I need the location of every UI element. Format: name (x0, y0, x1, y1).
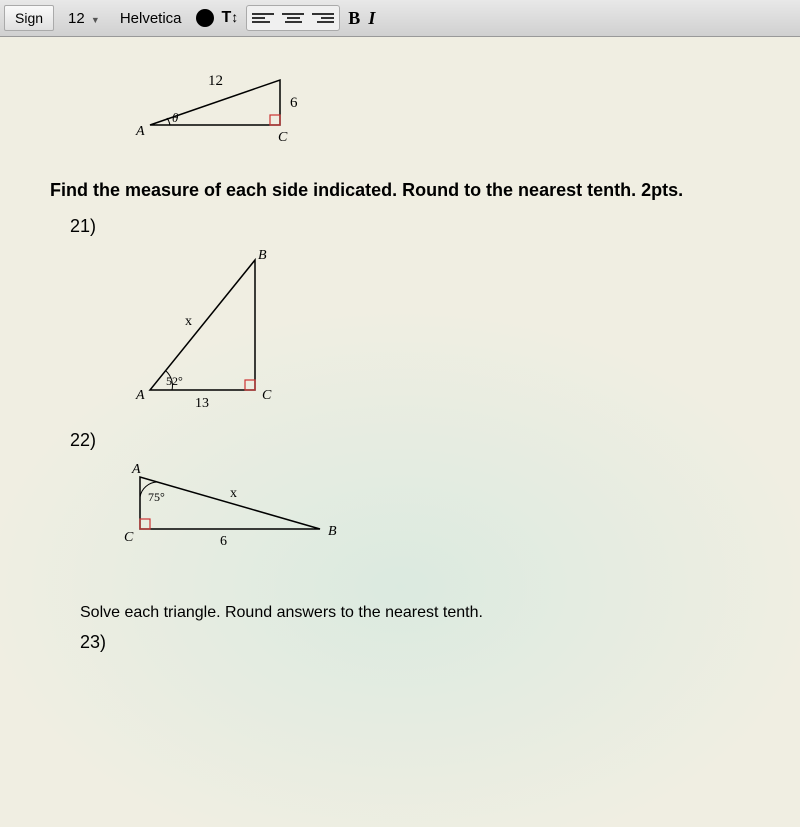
label-opp: 6 (290, 95, 298, 111)
label-C22: C (124, 530, 134, 545)
text-color-picker[interactable] (196, 9, 214, 27)
solve-instruction: Solve each triangle. Round answers to th… (80, 604, 750, 622)
diagram-top: 12 6 θ A C (130, 55, 750, 150)
sign-button[interactable]: Sign (4, 5, 54, 31)
bold-button[interactable]: B (348, 8, 360, 29)
label-hyp: 12 (208, 73, 223, 89)
label-A22: A (131, 462, 141, 477)
label-base21: 13 (195, 396, 209, 411)
formatting-toolbar: Sign 12 ▼ Helvetica T↕ B I (0, 0, 800, 37)
triangle-top: 12 6 θ A C (130, 55, 330, 145)
label-C21: C (262, 388, 272, 403)
fontsize-value: 12 (68, 10, 85, 27)
label-theta: θ (172, 110, 179, 125)
text-size-button[interactable]: T↕ (222, 9, 239, 27)
label-B22: B (328, 524, 337, 539)
label-A: A (135, 124, 145, 139)
worksheet-page: 12 6 θ A C Find the measure of each side… (0, 37, 800, 827)
question-22-number: 22) (70, 430, 750, 451)
label-x21: x (185, 314, 192, 329)
italic-button[interactable]: I (368, 8, 375, 29)
diagram-21: B x 52° A 13 C (130, 245, 750, 420)
triangle-21: B x 52° A 13 C (130, 245, 330, 415)
updown-arrows-icon: ↕ (231, 9, 238, 25)
question-23-number: 23) (80, 632, 750, 653)
label-base22: 6 (220, 534, 227, 549)
align-center-button[interactable] (279, 8, 307, 28)
chevron-down-icon: ▼ (91, 15, 100, 25)
label-A21: A (135, 388, 145, 403)
label-B21: B (258, 248, 267, 263)
question-21-number: 21) (70, 216, 750, 237)
diagram-22: A 75° x C 6 B (110, 459, 750, 564)
triangle-22: A 75° x C 6 B (110, 459, 370, 559)
text-size-label: T (222, 9, 232, 26)
label-angle22: 75° (148, 490, 165, 504)
instruction-text: Find the measure of each side indicated.… (50, 180, 750, 201)
fontname-dropdown[interactable]: Helvetica (114, 10, 188, 27)
fontsize-dropdown[interactable]: 12 ▼ (62, 10, 106, 27)
align-left-button[interactable] (249, 8, 277, 28)
label-x22: x (230, 486, 237, 501)
label-angle21: 52° (166, 374, 183, 388)
alignment-group (246, 5, 340, 31)
label-C: C (278, 130, 288, 145)
align-right-button[interactable] (309, 8, 337, 28)
